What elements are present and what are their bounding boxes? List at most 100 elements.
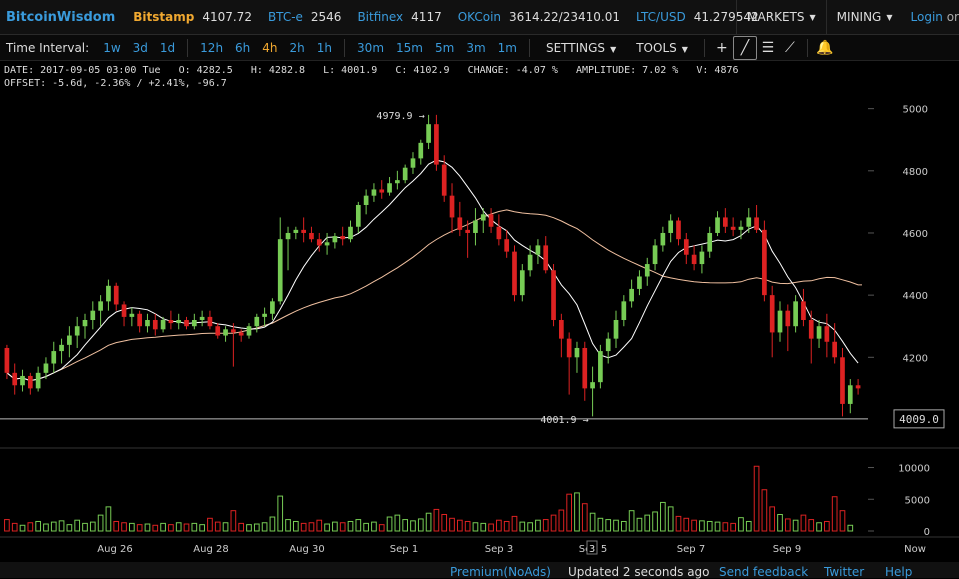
mining-label: MINING [836, 10, 882, 24]
volume-bar [425, 512, 432, 532]
cursor-date-label: 3 [589, 544, 595, 555]
volume-bar [121, 522, 127, 532]
or-text: or [946, 10, 959, 24]
toolbar-divider [703, 38, 705, 57]
volume-bar [472, 522, 479, 532]
candle-body [785, 310, 791, 327]
interval-button[interactable]: 4h [262, 40, 278, 55]
price-chart[interactable]: 5000 4800 4600 4400 4200 4979.9 → 4001.9 → 4009… [0, 90, 959, 562]
volume-bar [660, 501, 666, 532]
trendline-icon[interactable]: ╱ [732, 35, 757, 60]
volume-bar [558, 509, 565, 532]
candle-body [434, 124, 439, 165]
candle-body [387, 183, 392, 193]
toolbar-divider [528, 38, 530, 57]
moving-average-fast [6, 159, 859, 382]
volume-bar [129, 522, 135, 532]
volume-bar [589, 512, 596, 532]
volume-bar [230, 510, 237, 532]
candle-body [293, 229, 299, 233]
interval-button[interactable]: 3d [132, 40, 148, 55]
volume-tick-label: 0 [924, 527, 930, 538]
candle-body [598, 351, 603, 383]
volume-bar [730, 522, 736, 532]
candle-body [301, 229, 306, 233]
volume-bar [691, 519, 697, 532]
volume-bar [613, 519, 619, 532]
markets-menu[interactable]: MARKETS ▼ [736, 0, 825, 34]
interval-button[interactable]: 3m [466, 40, 486, 55]
brand-logo[interactable]: BitcoinWisdom [6, 9, 116, 25]
volume-bar [769, 506, 776, 532]
volume-bar [581, 503, 588, 532]
candle-body [832, 341, 838, 358]
interval-button[interactable]: 1w [103, 40, 121, 55]
candle-body [644, 264, 650, 277]
volume-bar [738, 517, 744, 532]
candle-body [551, 270, 556, 320]
candle-body [340, 236, 346, 240]
login-label[interactable]: Login [910, 10, 943, 24]
volume-bar [784, 518, 791, 532]
volume-bar [667, 506, 674, 532]
ticker[interactable]: OKCoin 3614.22/23410.01 [458, 10, 620, 24]
interval-button[interactable]: 15m [396, 40, 423, 55]
crosshair-icon[interactable]: + [716, 39, 728, 56]
candle-body [113, 285, 119, 305]
tools-menu[interactable]: TOOLS ▼ [636, 41, 688, 55]
fan-icon[interactable]: ⟋ [785, 39, 795, 56]
updated-status: Updated 2 seconds ago [568, 565, 710, 579]
volume-bar [605, 519, 612, 532]
interval-button[interactable]: 1h [316, 40, 333, 55]
volume-bar [761, 489, 768, 532]
volume-bar [800, 514, 807, 532]
interval-button[interactable]: 30m [357, 40, 385, 55]
candle-body [754, 217, 759, 230]
candle-body [238, 332, 244, 336]
ticker[interactable]: LTC/USD 41.279542 [636, 10, 759, 24]
help-link[interactable]: Help [885, 565, 913, 579]
login-link[interactable]: Login or [903, 10, 959, 24]
interval-button[interactable]: 12h [200, 40, 224, 55]
candle-body [98, 301, 103, 311]
candle-body [309, 232, 314, 240]
bell-icon[interactable]: 🔔 [816, 39, 834, 56]
candle-body [418, 142, 424, 159]
interval-button[interactable]: 2h [289, 40, 305, 55]
interval-divider [344, 38, 346, 57]
candle-body [426, 124, 431, 143]
candle-body [215, 326, 221, 336]
current-price-label: 4009.0 [899, 413, 939, 426]
x-tick-label: Aug 26 [97, 544, 132, 555]
volume-bar [261, 522, 268, 532]
chart-toolbar: Time Interval: 1w 3d 1d 12h 6h 4h 2h 1h 30m 15m 5m… [0, 35, 959, 61]
candle-body [51, 351, 57, 364]
settings-menu[interactable]: SETTINGS ▼ [546, 41, 616, 55]
candle-body [683, 239, 689, 255]
volume-bar [519, 521, 526, 532]
candle-body [676, 220, 681, 240]
moving-average-slow [6, 209, 862, 382]
footer: Premium(NoAds) Updated 2 seconds ago Sen… [0, 562, 959, 579]
horizontal-lines-icon[interactable]: ☰ [761, 39, 775, 56]
interval-button[interactable]: 5m [434, 40, 455, 55]
feedback-link[interactable]: Send feedback [719, 565, 809, 579]
candle-body [348, 226, 353, 240]
volume-bar [441, 513, 448, 532]
mining-menu[interactable]: MINING ▼ [825, 0, 903, 34]
interval-button[interactable]: 1d [159, 40, 176, 55]
ticker[interactable]: Bitfinex 4117 [357, 10, 441, 24]
interval-button[interactable]: 6h [235, 40, 251, 55]
volume-bar [324, 523, 330, 532]
candle-body [152, 320, 158, 330]
ticker[interactable]: Bitstamp 4107.72 [133, 10, 252, 24]
ticker[interactable]: BTC-e 2546 [268, 10, 342, 24]
volume-bar [386, 516, 393, 532]
premium-link[interactable]: Premium(NoAds) [450, 565, 551, 579]
toolbar-divider [806, 38, 808, 57]
candle-body [441, 164, 447, 196]
interval-button[interactable]: 1m [497, 40, 517, 55]
twitter-link[interactable]: Twitter [824, 565, 865, 579]
y-tick-label: 4200 [903, 353, 928, 364]
candle-body [176, 320, 182, 324]
